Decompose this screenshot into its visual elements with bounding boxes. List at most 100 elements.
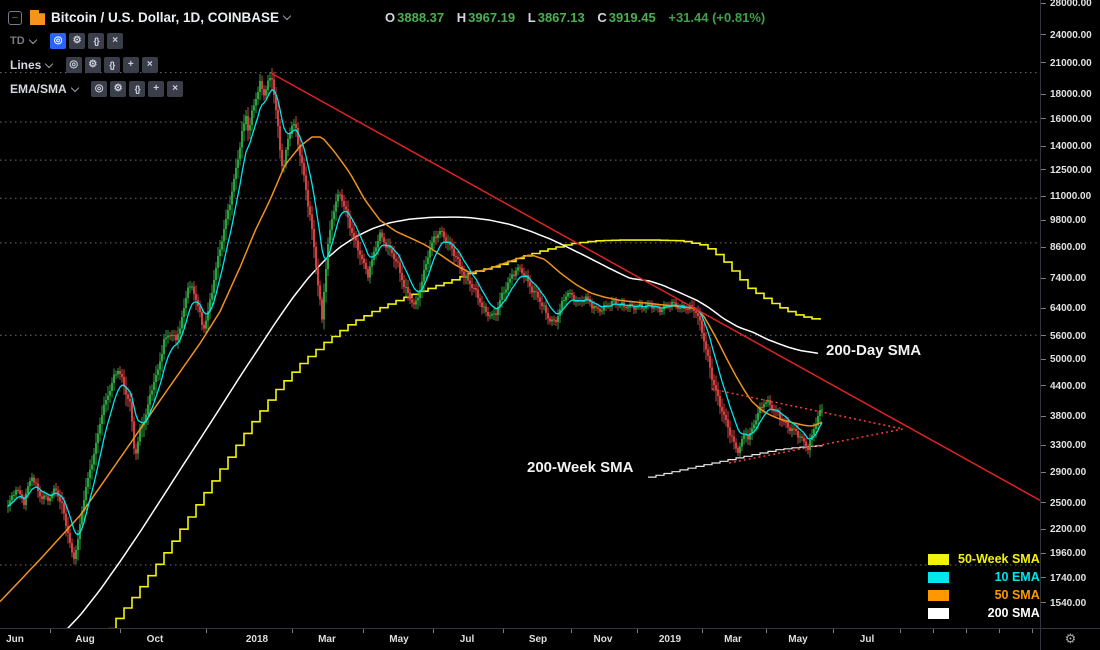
price-tick <box>1041 93 1046 95</box>
time-tick-label: Jul <box>859 634 875 645</box>
price-tick <box>1041 577 1046 579</box>
price-tick <box>1041 246 1046 248</box>
time-tick-label: May <box>389 634 409 645</box>
ema-10-line[interactable] <box>7 88 823 536</box>
sma-50-line[interactable] <box>0 136 823 603</box>
time-axis[interactable]: Jun Aug Oct 2018 Mar May Jul Sep Nov 2019 Mar May Ju… <box>0 629 1040 650</box>
collapse-panel-icon[interactable]: – <box>8 11 22 25</box>
gear-icon[interactable]: ⚙ <box>84 57 101 73</box>
price-tick <box>1041 358 1046 360</box>
high-label: H <box>456 10 467 25</box>
bitcoin-logo-icon <box>30 10 45 25</box>
symbol-title-text: Bitcoin / U.S. Dollar, 1D, COINBASE <box>51 10 280 25</box>
sma-200-week-line[interactable] <box>648 445 823 478</box>
axis-settings-gear-icon[interactable]: ⚙ <box>1064 631 1077 646</box>
time-tick <box>50 629 51 633</box>
legend-item-2[interactable]: 50 SMA <box>928 586 1040 604</box>
indicator-ema-sma-label[interactable]: EMA/SMA <box>10 82 67 96</box>
symbol-title[interactable]: Bitcoin / U.S. Dollar, 1D, COINBASE <box>51 10 292 25</box>
price-tick-label: 16000.00 <box>1050 113 1092 125</box>
time-tick <box>999 629 1000 633</box>
gear-icon[interactable]: ⚙ <box>69 33 86 49</box>
eye-icon[interactable]: ◎ <box>91 81 108 97</box>
eye-icon[interactable]: ◎ <box>65 57 82 73</box>
price-axis-border <box>1040 0 1041 650</box>
trend-line[interactable] <box>271 72 1040 501</box>
price-tick <box>1041 62 1046 63</box>
annotation-200-day-sma[interactable]: 200-Day SMA <box>826 342 922 359</box>
price-tick-label: 1740.00 <box>1050 572 1087 584</box>
sma-50-week-line[interactable] <box>108 239 821 628</box>
time-tick <box>363 629 364 633</box>
price-tick-label: 12500.00 <box>1050 164 1092 176</box>
chevron-down-icon <box>28 35 37 45</box>
time-tick <box>503 629 504 633</box>
price-tick-label: 7400.00 <box>1050 273 1087 285</box>
source-code-icon[interactable]: {} <box>103 57 120 73</box>
price-tick <box>1041 602 1046 604</box>
open-label: O <box>385 10 396 25</box>
price-tick-label: 2200.00 <box>1050 524 1087 536</box>
change-value: +31.44 (+0.81%) <box>668 10 766 25</box>
price-tick <box>1041 528 1046 530</box>
price-tick-label: 11000.00 <box>1050 191 1092 203</box>
price-tick-label: 9800.00 <box>1050 215 1087 227</box>
legend-item-1[interactable]: 10 EMA <box>928 568 1040 586</box>
price-axis[interactable]: 28000.00 24000.00 21000.00 18000.00 16000.00… <box>1041 0 1100 628</box>
price-tick <box>1041 307 1046 309</box>
time-axis-border <box>0 628 1100 629</box>
candles-layer[interactable] <box>7 68 823 565</box>
price-tick <box>1041 335 1046 337</box>
price-tick <box>1041 145 1046 147</box>
chevron-down-icon <box>70 83 79 93</box>
source-code-icon[interactable]: {} <box>88 33 105 49</box>
price-tick <box>1041 2 1046 4</box>
price-tick <box>1041 385 1046 387</box>
source-code-icon[interactable]: {} <box>129 81 146 97</box>
time-tick <box>637 629 638 633</box>
low-label: L <box>527 10 536 25</box>
plus-icon[interactable]: + <box>148 81 165 97</box>
annotation-200-week-sma[interactable]: 200-Week SMA <box>527 459 634 476</box>
gridlines-layer <box>0 72 1040 566</box>
price-tick-label: 2900.00 <box>1050 467 1087 479</box>
legend-item-0[interactable]: 50-Week SMA <box>928 550 1040 568</box>
time-tick <box>571 629 572 633</box>
time-tick <box>292 629 293 633</box>
legend-label: 50 SMA <box>994 588 1040 602</box>
price-tick-label: 18000.00 <box>1050 89 1092 101</box>
price-chart-svg[interactable] <box>0 0 1040 628</box>
price-tick-label: 21000.00 <box>1050 57 1092 69</box>
plus-icon[interactable]: + <box>122 57 139 73</box>
indicator-td-label[interactable]: TD <box>10 35 25 47</box>
legend-label: 50-Week SMA <box>958 552 1040 566</box>
price-tick-label: 1540.00 <box>1050 597 1087 609</box>
time-tick <box>702 629 703 633</box>
price-tick <box>1041 34 1046 36</box>
price-tick-label: 3800.00 <box>1050 411 1087 423</box>
indicator-row-ema-sma: EMA/SMA ◎ ⚙ {} + × <box>10 81 184 99</box>
price-tick <box>1041 219 1046 221</box>
price-tick-label: 14000.00 <box>1050 141 1092 153</box>
legend-item-3[interactable]: 200 SMA <box>928 604 1040 622</box>
price-tick <box>1041 471 1046 473</box>
gear-icon[interactable]: ⚙ <box>110 81 127 97</box>
eye-icon[interactable]: ◎ <box>50 33 67 49</box>
indicator-row-td: TD ◎ ⚙ {} × <box>10 33 124 51</box>
chart-plot-area[interactable] <box>0 0 1040 628</box>
close-icon[interactable]: × <box>141 57 158 73</box>
high-value: 3967.19 <box>468 10 516 25</box>
price-tick-label: 1960.00 <box>1050 548 1087 560</box>
close-icon[interactable]: × <box>167 81 184 97</box>
price-tick <box>1041 502 1046 504</box>
close-icon[interactable]: × <box>107 33 124 49</box>
legend-label: 10 EMA <box>994 570 1040 584</box>
indicator-lines-label[interactable]: Lines <box>10 58 42 72</box>
low-value: 3867.13 <box>537 10 585 25</box>
price-tick <box>1041 444 1046 446</box>
time-tick <box>433 629 434 633</box>
sma-200-day-line[interactable] <box>57 216 819 628</box>
price-tick-label: 24000.00 <box>1050 29 1092 41</box>
close-label: C <box>597 10 607 25</box>
